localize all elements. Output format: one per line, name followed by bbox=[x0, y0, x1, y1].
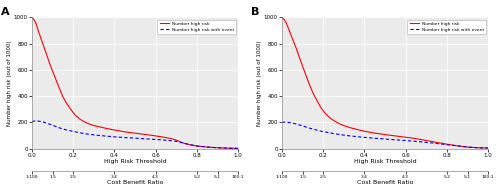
X-axis label: High Risk Threshold: High Risk Threshold bbox=[354, 159, 416, 164]
Y-axis label: Number high risk (out of 1000): Number high risk (out of 1000) bbox=[8, 40, 12, 126]
Text: B: B bbox=[251, 7, 260, 17]
X-axis label: High Risk Threshold: High Risk Threshold bbox=[104, 159, 166, 164]
X-axis label: Cost Benefit Ratio: Cost Benefit Ratio bbox=[357, 180, 414, 185]
Text: A: A bbox=[1, 7, 10, 17]
Legend: Number high risk, Number high risk with event: Number high risk, Number high risk with … bbox=[408, 19, 486, 34]
Legend: Number high risk, Number high risk with event: Number high risk, Number high risk with … bbox=[158, 19, 236, 34]
X-axis label: Cost Benefit Ratio: Cost Benefit Ratio bbox=[107, 180, 164, 185]
Y-axis label: Number high risk (out of 1000): Number high risk (out of 1000) bbox=[258, 40, 262, 126]
